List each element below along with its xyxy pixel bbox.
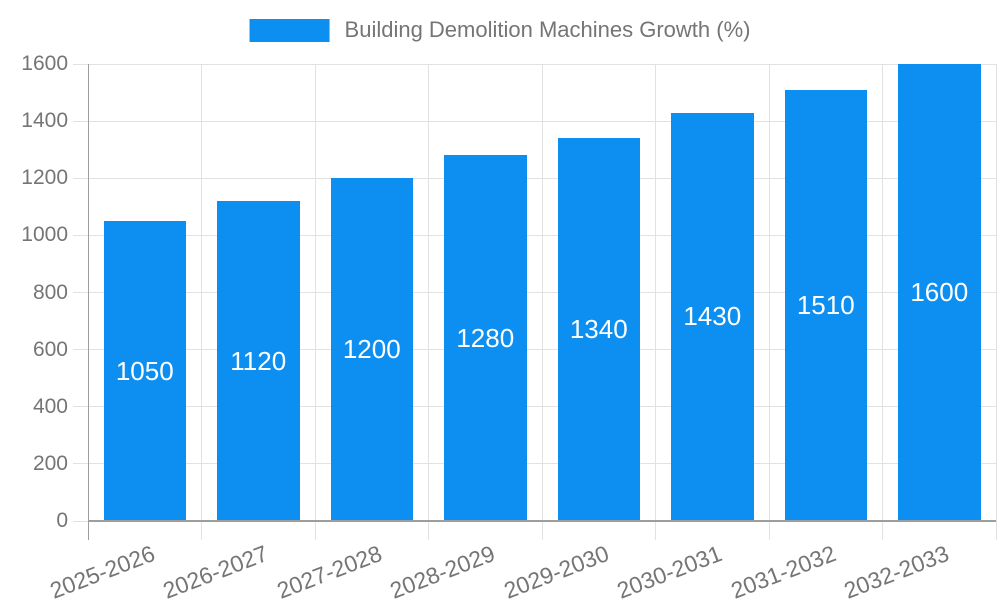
v-grid-line	[428, 64, 429, 540]
y-tick-stub	[73, 406, 88, 408]
bar-value-label: 1200	[342, 334, 401, 365]
y-axis-label: 1400	[21, 109, 68, 133]
v-grid-line	[995, 64, 997, 540]
v-grid-line	[655, 64, 656, 540]
bar-value-label: 1050	[115, 355, 174, 386]
y-axis-line	[87, 64, 89, 540]
y-tick-stub	[73, 234, 88, 236]
y-tick-stub	[73, 292, 88, 293]
y-axis-label: 0	[56, 509, 68, 532]
bar-value-label: 1600	[910, 277, 969, 307]
bar: 1430	[671, 112, 754, 521]
y-axis-label: 600	[32, 337, 68, 361]
bar: 1120	[217, 201, 300, 521]
v-grid-line	[201, 64, 202, 540]
y-tick-stub	[73, 120, 88, 122]
bar-value-label: 1430	[683, 301, 742, 332]
y-tick-stub	[73, 520, 88, 522]
y-tick-stub	[73, 63, 88, 65]
bar-value-label: 1510	[796, 289, 855, 320]
bar: 1600	[898, 64, 981, 521]
y-tick-stub	[73, 349, 88, 351]
y-axis-label: 1200	[21, 166, 68, 190]
y-axis-label: 1000	[21, 223, 68, 247]
v-grid-line	[314, 64, 316, 540]
y-axis-label: 800	[32, 280, 68, 304]
y-tick-stub	[73, 177, 88, 179]
bar: 1280	[444, 155, 527, 521]
v-grid-line	[768, 64, 770, 540]
v-grid-line	[882, 64, 883, 540]
v-grid-line	[541, 64, 543, 540]
y-axis-label: 1600	[21, 52, 68, 75]
legend-swatch-icon	[249, 18, 330, 42]
x-axis-baseline	[88, 520, 996, 522]
bar-value-label: 1280	[456, 322, 515, 353]
chart-legend: Building Demolition Machines Growth (%)	[249, 17, 751, 43]
bar: 1510	[784, 89, 867, 521]
legend-label: Building Demolition Machines Growth (%)	[344, 17, 751, 42]
bar-value-label: 1120	[230, 345, 287, 376]
bar: 1340	[557, 138, 640, 521]
y-axis-label: 200	[32, 451, 68, 475]
bar: 1200	[330, 178, 413, 521]
bar-value-label: 1340	[569, 314, 628, 345]
bar: 1050	[103, 221, 186, 521]
y-tick-stub	[73, 463, 88, 465]
y-axis-label: 400	[32, 394, 68, 418]
